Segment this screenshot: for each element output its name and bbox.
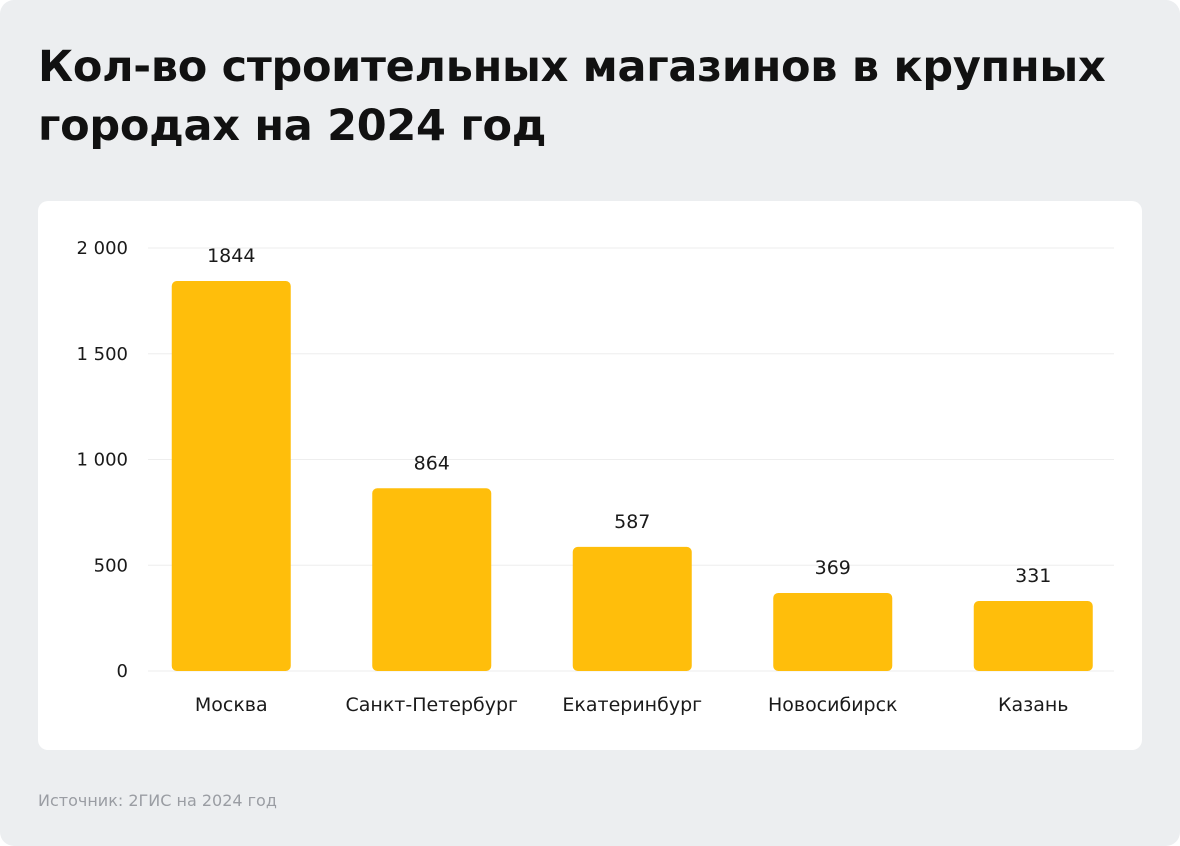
bar-value-label: 369 [815, 557, 851, 579]
bar-chart: 0 500 1 000 1 500 2 000 1844 864 587 369 331 Мос… [76, 238, 1114, 716]
category-label: Екатеринбург [562, 694, 702, 716]
bar [372, 488, 492, 671]
bar-value-label: 1844 [207, 245, 255, 267]
chart-title: Кол-во строительных магазинов в крупных … [38, 42, 1106, 151]
bar-value-label: 331 [1015, 565, 1051, 587]
bar-value-label: 587 [614, 511, 650, 533]
y-tick-label: 1 500 [76, 344, 128, 365]
category-label: Москва [195, 694, 268, 716]
bar [973, 600, 1093, 671]
value-labels: 1844 864 587 369 331 [207, 245, 1051, 587]
bars [171, 280, 1093, 671]
gridlines [148, 247, 1114, 672]
category-label: Новосибирск [768, 694, 898, 716]
chart-card: 0 500 1 000 1 500 2 000 1844 864 587 369 331 Мос… [38, 201, 1142, 750]
y-tick-label: 500 [94, 555, 128, 576]
category-labels: Москва Санкт-Петербург Екатеринбург Новосиб… [195, 694, 1069, 716]
y-tick-label: 0 [117, 661, 128, 682]
source-note: Источник: 2ГИС на 2024 год [38, 791, 277, 810]
y-tick-label: 2 000 [76, 238, 128, 259]
bar [773, 592, 893, 671]
bar-value-label: 864 [414, 452, 450, 474]
category-label: Казань [998, 694, 1069, 716]
bar [572, 546, 692, 671]
category-label: Санкт-Петербург [345, 694, 518, 716]
y-tick-label: 1 000 [76, 450, 128, 471]
bar [171, 280, 291, 671]
y-axis-ticks: 0 500 1 000 1 500 2 000 [76, 238, 128, 682]
